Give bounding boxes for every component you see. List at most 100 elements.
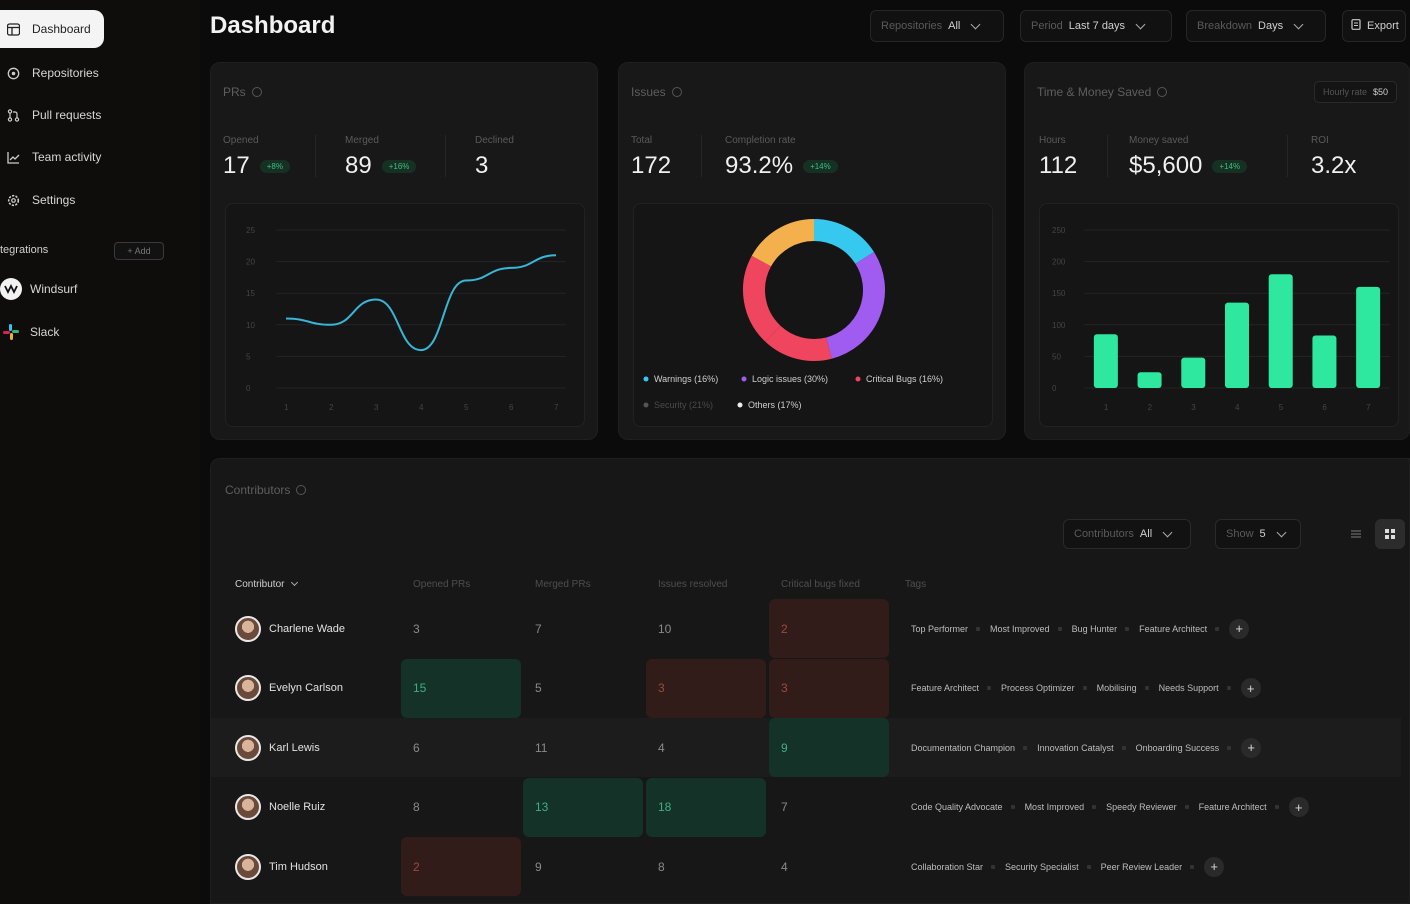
contributor-name-cell[interactable]: Charlene Wade: [235, 599, 345, 658]
add-integration-button[interactable]: + Add: [114, 242, 164, 260]
grid-view-button[interactable]: [1375, 519, 1405, 549]
card-title-text: Time & Money Saved: [1037, 85, 1152, 99]
export-label: Export: [1367, 20, 1399, 32]
add-tag-button[interactable]: +: [1229, 618, 1250, 639]
y-tick-label: 50: [1052, 352, 1061, 361]
breakdown-filter[interactable]: Breakdown Days: [1186, 10, 1326, 42]
tag: Collaboration Star: [911, 862, 995, 872]
column-header-issues[interactable]: Issues resolved: [658, 579, 728, 590]
stat-value: 172: [631, 152, 672, 179]
tag: Onboarding Success: [1136, 743, 1232, 753]
add-tag-button[interactable]: +: [1240, 678, 1261, 698]
filter-value: All: [1139, 528, 1153, 540]
gear-icon: [6, 193, 20, 207]
chevron-down-icon: [291, 578, 299, 587]
sidebar-item-label: Dashboard: [32, 22, 91, 36]
donut-slice: [825, 251, 885, 359]
y-tick-label: 10: [246, 321, 255, 330]
column-header-contributor[interactable]: Contributor: [235, 578, 299, 590]
table-row[interactable]: Evelyn Carlson 15 5 3 3 Feature Architect Proc…: [211, 658, 1401, 718]
contributor-name-cell[interactable]: Noelle Ruiz: [235, 778, 325, 837]
y-tick-label: 0: [246, 384, 251, 393]
divider: [1287, 135, 1288, 177]
column-header-label: Contributor: [235, 579, 285, 590]
contributors-filter[interactable]: Contributors All: [1063, 519, 1191, 549]
tag: Bug Hunter: [1072, 624, 1130, 634]
info-icon[interactable]: [251, 87, 262, 97]
list-view-button[interactable]: [1341, 519, 1371, 549]
y-tick-label: 20: [246, 258, 255, 267]
stat-value: 3.2x: [1311, 152, 1357, 179]
table-cell: 2: [769, 599, 889, 658]
sidebar-item-label: Pull requests: [32, 108, 102, 122]
hourly-rate-chip[interactable]: Hourly rate $50: [1313, 81, 1397, 103]
integration-windsurf[interactable]: Windsurf: [0, 278, 77, 300]
legend-label: Logic issues (30%): [752, 374, 828, 384]
table-row[interactable]: Karl Lewis 6 11 4 9 Documentation Champion Inn…: [211, 718, 1401, 777]
sidebar-item-pull-requests[interactable]: Pull requests: [0, 96, 104, 134]
tag: Innovation Catalyst: [1037, 743, 1126, 753]
download-icon: [1351, 19, 1361, 33]
column-header-critical[interactable]: Critical bugs fixed: [781, 579, 860, 590]
chevron-down-icon: [1293, 19, 1304, 29]
sidebar-item-repositories[interactable]: Repositories: [0, 54, 104, 92]
table-cell: 10: [658, 621, 672, 636]
donut-slice: [743, 255, 781, 342]
sidebar-item-dashboard[interactable]: Dashboard: [0, 10, 104, 48]
page-title: Dashboard: [210, 12, 336, 39]
table-cell: 18: [646, 777, 766, 837]
sidebar-item-team-activity[interactable]: Team activity: [0, 138, 104, 176]
bar: [1312, 335, 1337, 388]
integration-slack[interactable]: Slack: [0, 321, 59, 343]
stat-merged: Merged 89 +16%: [345, 135, 417, 180]
stat-declined: Declined 3: [475, 135, 514, 180]
add-tag-button[interactable]: +: [1241, 737, 1262, 758]
column-header-opened[interactable]: Opened PRs: [413, 579, 471, 590]
bar: [1225, 302, 1249, 388]
trend-badge: +14%: [803, 159, 838, 173]
show-count-filter[interactable]: Show 5: [1215, 519, 1301, 549]
period-filter[interactable]: Period Last 7 days: [1020, 10, 1172, 42]
chevron-down-icon: [1162, 527, 1173, 537]
table-row[interactable]: Tim Hudson 2 9 8 4 Collaboration Star Security…: [211, 837, 1401, 896]
legend-dot: [741, 376, 747, 382]
stat-total: Total 172: [631, 135, 671, 180]
stat-money: Money saved $5,600 +14%: [1129, 135, 1248, 180]
card-title: Issues: [631, 85, 682, 99]
column-header-merged[interactable]: Merged PRs: [535, 579, 591, 590]
filter-value: All: [948, 20, 961, 32]
repositories-icon: [6, 66, 20, 80]
section-title-text: Contributors: [225, 483, 291, 497]
x-tick-label: 4: [1235, 403, 1240, 412]
add-tag-button[interactable]: +: [1204, 856, 1225, 877]
legend-dot: [643, 376, 649, 382]
issues-donut-chart: Warnings (16%) Logic issues (30%) Critical…: [643, 219, 943, 410]
add-tag-button[interactable]: +: [1288, 797, 1309, 817]
section-title: Contributors: [225, 483, 307, 497]
table-row[interactable]: Charlene Wade 3 7 10 2 Top Performer Most Impr…: [211, 599, 1401, 658]
table-cell: 11: [535, 740, 548, 755]
info-icon[interactable]: [671, 87, 682, 97]
dashboard-icon: [6, 22, 20, 36]
y-tick-label: 200: [1052, 258, 1066, 267]
avatar: [235, 734, 261, 761]
tag: Security Specialist: [1005, 862, 1091, 872]
issues-card: Issues Total 172 Completion rate 93.2% +…: [618, 62, 1006, 440]
x-tick-label: 7: [554, 403, 559, 412]
table-row[interactable]: Noelle Ruiz 8 13 18 7 Code Quality Advocate Mo…: [211, 777, 1401, 837]
info-icon[interactable]: [296, 485, 307, 495]
repositories-filter[interactable]: Repositories All: [870, 10, 1004, 42]
filter-value: 5: [1259, 528, 1266, 540]
time-chart-area: 0 50 100 150 200 250 1 2 3 4 5 6 7: [1039, 203, 1399, 427]
tag: Top Performer: [911, 624, 980, 634]
contributor-name-cell[interactable]: Evelyn Carlson: [235, 659, 343, 718]
export-button[interactable]: Export: [1342, 10, 1406, 42]
stat-value: 112: [1039, 152, 1078, 179]
stat-hours: Hours 112: [1039, 135, 1077, 180]
info-icon[interactable]: [1157, 87, 1168, 97]
legend-dot: [643, 402, 649, 408]
sidebar-item-settings[interactable]: Settings: [0, 181, 104, 219]
contributor-name-cell[interactable]: Tim Hudson: [235, 837, 328, 896]
y-tick-label: 100: [1052, 321, 1066, 330]
contributor-name-cell[interactable]: Karl Lewis: [235, 718, 320, 777]
